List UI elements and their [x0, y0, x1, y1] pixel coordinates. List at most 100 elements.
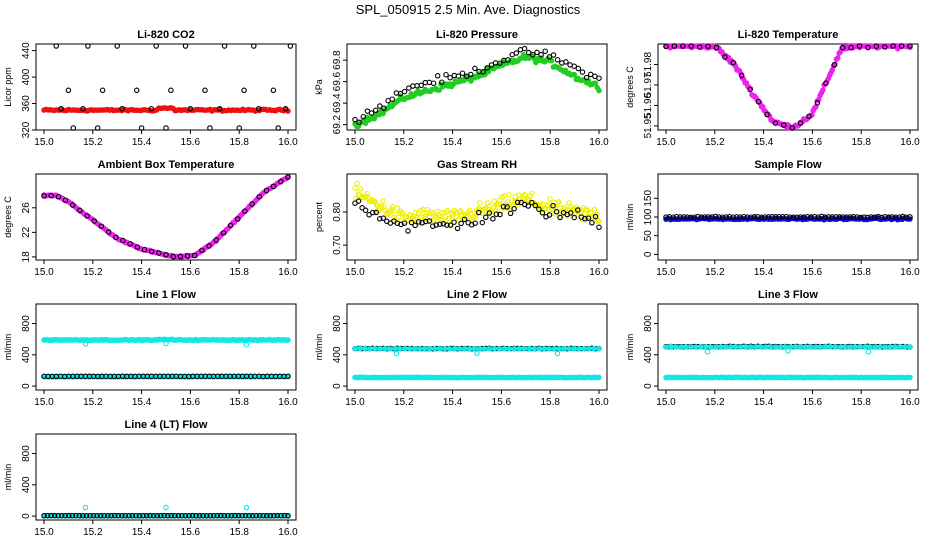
panel-title: Sample Flow — [754, 159, 822, 171]
x-tick-label: 15.2 — [83, 527, 103, 538]
data-point — [526, 345, 533, 352]
series-line4-black — [41, 512, 291, 519]
data-point — [451, 219, 457, 225]
data-point — [437, 221, 443, 227]
data-point — [150, 512, 157, 519]
data-point — [839, 44, 846, 51]
data-point — [251, 43, 257, 49]
data-point — [903, 214, 910, 221]
panel-sample-flow: Sample Flow 15.0 15.2 15.4 15.6 15.8 16.0 0 50 10… — [625, 159, 920, 278]
data-point — [83, 512, 90, 519]
data-point — [723, 344, 729, 350]
data-point — [755, 214, 761, 220]
data-point — [412, 346, 418, 352]
panel-line-2-flow: Line 2 Flow 15.0 15.2 15.4 15.6 15.8 16.0 0 400 8… — [314, 289, 609, 408]
data-point — [41, 193, 47, 199]
data-point — [119, 106, 125, 112]
data-point — [797, 344, 804, 350]
data-point — [708, 344, 714, 350]
panel-li820-co2: Li-820 CO2 15.0 15.2 15.4 15.6 15.8 16.0 320 360… — [3, 29, 298, 148]
data-point — [713, 44, 720, 51]
x-tick-label: 15.4 — [132, 527, 152, 538]
data-point — [484, 65, 491, 71]
panel-title: Line 1 Flow — [136, 289, 196, 301]
x-tick-label: 15.6 — [803, 397, 823, 408]
data-point — [498, 208, 504, 214]
data-point — [405, 228, 411, 234]
data-point — [430, 80, 437, 86]
data-point — [362, 207, 369, 214]
data-point — [829, 214, 835, 220]
plot-frame — [346, 303, 608, 391]
data-point — [765, 214, 772, 220]
data-point — [513, 50, 520, 56]
data-point — [812, 344, 819, 350]
data-point — [99, 87, 106, 94]
data-point — [168, 512, 175, 519]
x-tick-label: 15.4 — [132, 267, 152, 278]
panel-line-3-flow: Line 3 Flow 15.0 15.2 15.4 15.6 15.8 16.0 0 400 8… — [625, 289, 920, 408]
series-line1-black — [41, 373, 291, 380]
data-point — [688, 344, 694, 350]
data-point — [129, 512, 136, 519]
data-point — [767, 344, 774, 350]
data-point — [534, 49, 540, 56]
data-point — [401, 220, 408, 226]
data-point — [897, 344, 903, 350]
x-tick-label: 15.0 — [34, 267, 54, 278]
data-point — [511, 206, 517, 212]
data-point — [814, 100, 821, 106]
data-point — [779, 214, 786, 220]
data-point — [553, 209, 560, 215]
data-point — [882, 344, 888, 350]
data-point — [352, 116, 358, 123]
data-point — [458, 220, 464, 227]
data-point — [220, 230, 227, 236]
series-line3-cyan-high — [663, 344, 913, 350]
data-point — [397, 346, 403, 352]
data-point — [703, 344, 709, 350]
data-point — [127, 240, 133, 247]
data-point — [671, 43, 678, 49]
data-point — [691, 214, 698, 220]
data-point — [373, 209, 379, 216]
x-tick-label: 16.0 — [589, 137, 609, 148]
data-point — [873, 43, 880, 49]
y-tick-label: 100 — [643, 208, 654, 225]
data-point — [591, 206, 598, 213]
x-tick-label: 15.2 — [705, 397, 725, 408]
y-axis-label: ml/min — [625, 204, 635, 231]
data-point — [48, 512, 54, 519]
data-point — [214, 512, 221, 519]
data-point — [381, 105, 387, 112]
x-tick-label: 15.6 — [492, 267, 512, 278]
data-point — [848, 44, 854, 51]
x-tick-label: 15.6 — [181, 137, 201, 148]
x-tick-label: 16.0 — [278, 527, 298, 538]
data-point — [483, 214, 489, 221]
data-point — [893, 214, 899, 220]
data-point — [76, 512, 83, 519]
data-point — [820, 87, 826, 93]
x-tick-label: 15.0 — [656, 397, 676, 408]
data-point — [554, 57, 561, 63]
data-point — [165, 513, 171, 519]
data-point — [551, 346, 557, 352]
y-tick-label: 320 — [21, 121, 32, 138]
data-point — [781, 122, 787, 128]
data-point — [856, 43, 863, 49]
data-point — [789, 125, 795, 131]
data-point — [486, 210, 493, 216]
data-point — [228, 512, 235, 519]
data-point — [571, 214, 577, 221]
data-point — [742, 344, 749, 350]
data-point — [567, 210, 574, 216]
data-point — [87, 512, 93, 519]
data-point — [556, 199, 562, 205]
y-tick-label: 69.6 — [332, 71, 343, 91]
x-tick-label: 16.0 — [589, 267, 609, 278]
data-point — [256, 194, 263, 200]
plot-frame — [346, 43, 608, 131]
y-tick-label: 800 — [332, 315, 343, 332]
data-point — [422, 218, 429, 225]
